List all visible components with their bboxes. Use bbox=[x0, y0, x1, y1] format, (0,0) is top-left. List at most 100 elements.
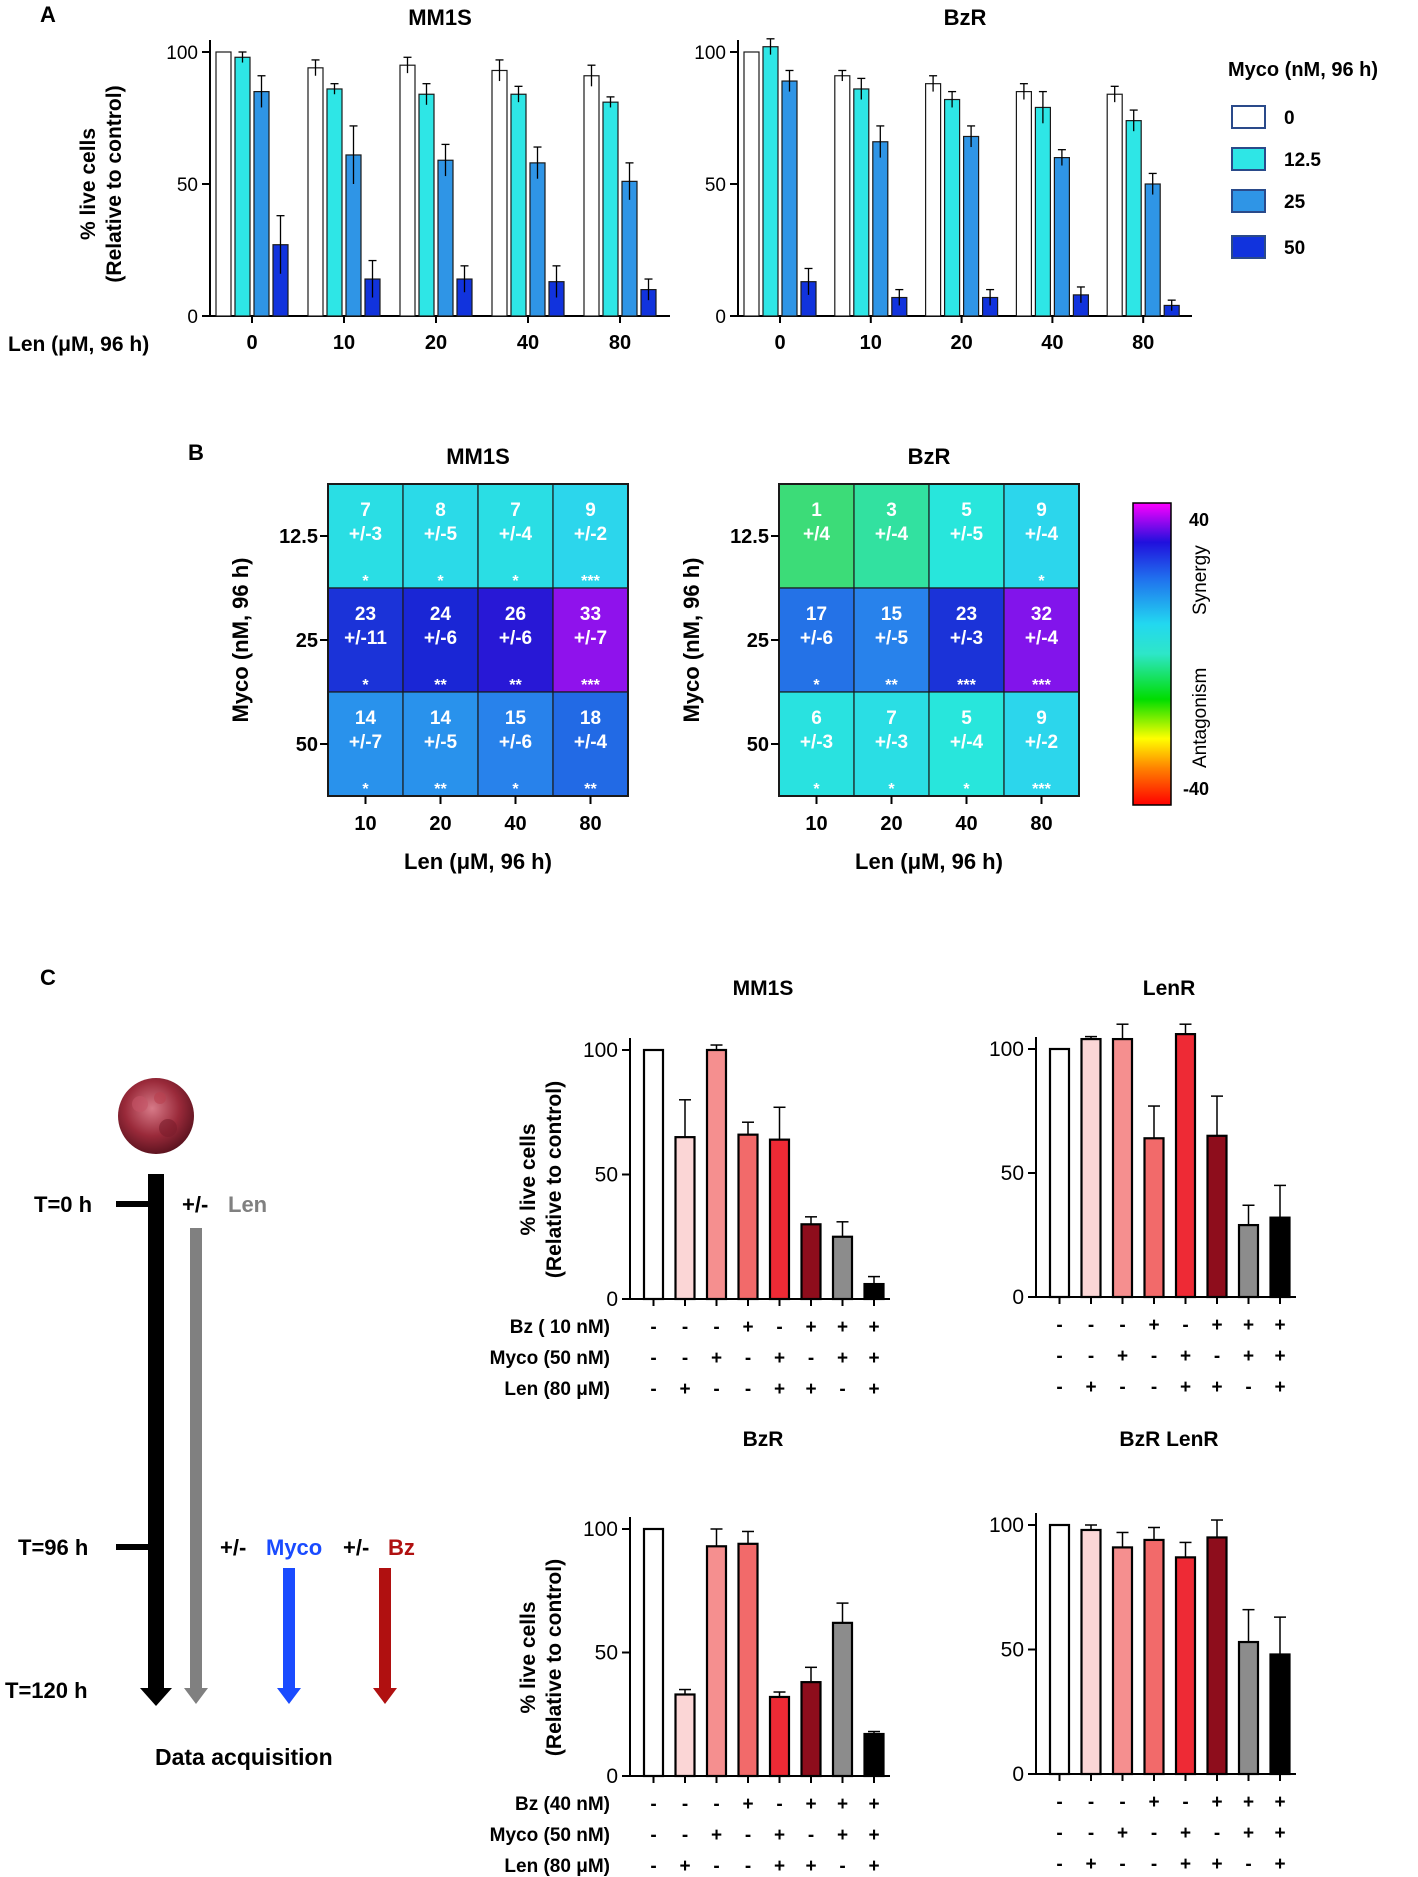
x-tick-label: 40 bbox=[1041, 332, 1063, 354]
treatment-mark: - bbox=[1151, 1377, 1157, 1398]
bar bbox=[831, 1235, 854, 1301]
x-tick-label: 10 bbox=[333, 332, 355, 354]
y-tick-label: 25 bbox=[747, 630, 769, 652]
x-tick-label: 80 bbox=[1030, 813, 1052, 835]
y-tick-label: 50 bbox=[1001, 1162, 1024, 1185]
treatment-mark: - bbox=[839, 1856, 845, 1877]
treatment-mark: + bbox=[1180, 1854, 1191, 1875]
heatmap-cell-sd: +/-5 bbox=[950, 524, 984, 545]
treatment-mark: + bbox=[805, 1317, 816, 1338]
treatment-mark: - bbox=[1151, 1823, 1157, 1844]
treatment-mark: + bbox=[1085, 1377, 1096, 1398]
treatment-mark: - bbox=[1088, 1346, 1094, 1367]
bar bbox=[943, 98, 961, 317]
treatment-mark: + bbox=[679, 1856, 690, 1877]
bar bbox=[602, 101, 619, 317]
x-axis-label: Len (μM, 96 h) bbox=[855, 849, 1003, 874]
treatment-mark: - bbox=[1056, 1346, 1062, 1367]
heatmap-cell-value: 9 bbox=[1036, 500, 1047, 521]
colorbar: 40 -40 Synergy Antagonism bbox=[1132, 502, 1211, 806]
x-tick-label: 40 bbox=[517, 332, 539, 354]
treatment-mark: - bbox=[682, 1794, 688, 1815]
treatment-mark: + bbox=[1148, 1315, 1159, 1336]
y-tick-label: 100 bbox=[694, 43, 726, 64]
treatment-mark: - bbox=[1088, 1792, 1094, 1813]
label-bz-prefix: +/- bbox=[343, 1535, 369, 1560]
heatmap-cell-value: 14 bbox=[430, 708, 452, 729]
heatmap-cell-sd: +/-2 bbox=[574, 524, 607, 545]
heatmap-cell bbox=[928, 483, 1005, 589]
treatment-mark: + bbox=[1117, 1346, 1128, 1367]
x-tick-label: 20 bbox=[429, 813, 451, 835]
heatmap-cell-value: 26 bbox=[505, 604, 526, 625]
heatmap-cell-significance: * bbox=[362, 781, 369, 798]
treatment-mark: - bbox=[1088, 1315, 1094, 1336]
treatment-mark: + bbox=[1243, 1346, 1254, 1367]
y-axis-label-2: (Relative to control) bbox=[103, 85, 126, 282]
heatmap-cell-sd: +/-4 bbox=[950, 732, 984, 753]
bar bbox=[1080, 1037, 1102, 1299]
heatmap-title: BzR bbox=[908, 444, 951, 469]
treatment-mark: + bbox=[868, 1856, 879, 1877]
treatment-mark: + bbox=[868, 1794, 879, 1815]
heatmap-cell-significance: ** bbox=[434, 781, 447, 798]
bar bbox=[1125, 120, 1142, 317]
treatment-mark: - bbox=[1151, 1346, 1157, 1367]
bar bbox=[863, 1732, 885, 1778]
treatment-mark: + bbox=[711, 1348, 722, 1369]
bar bbox=[962, 135, 980, 317]
timeline: T=0 h T=96 h T=120 h +/- Len +/- Myco +/… bbox=[5, 1078, 415, 1770]
treatment-mark: - bbox=[682, 1317, 688, 1338]
colorbar-antagonism-label: Antagonism bbox=[1190, 668, 1211, 768]
heatmap-cell-sd: +/-7 bbox=[574, 628, 607, 649]
treatment-mark: + bbox=[1243, 1315, 1254, 1336]
bar bbox=[491, 69, 508, 317]
treatment-mark: - bbox=[808, 1348, 814, 1369]
label-bz: Bz bbox=[388, 1535, 415, 1560]
x-axis-label: Len (μM, 96 h) bbox=[8, 333, 149, 356]
heatmap-cell-significance: * bbox=[512, 573, 519, 590]
bar bbox=[831, 1621, 854, 1778]
x-tick-label: 40 bbox=[504, 813, 526, 835]
y-axis-label: Myco (nM, 96 h) bbox=[228, 557, 253, 722]
heatmap-cell-significance: ** bbox=[434, 677, 447, 694]
bar bbox=[1053, 157, 1071, 317]
y-axis-label-2: (Relative to control) bbox=[543, 1081, 566, 1278]
treatment-mark: + bbox=[1274, 1792, 1285, 1813]
timeline-main-bar bbox=[148, 1174, 164, 1692]
legend-swatch-0 bbox=[1231, 105, 1266, 129]
heatmap-cell bbox=[1003, 691, 1080, 797]
treatment-mark: + bbox=[774, 1379, 785, 1400]
treatment-mark: - bbox=[776, 1794, 782, 1815]
legend-label-0: 0 bbox=[1284, 108, 1295, 129]
heatmap-cell-sd: +/-3 bbox=[875, 732, 908, 753]
chart-a-bzr: 0 50 100 BzR 0 10 20 40 80 bbox=[694, 5, 1192, 354]
bar bbox=[1269, 1216, 1291, 1299]
heatmap-cell-significance: * bbox=[437, 573, 444, 590]
treatment-label: Bz ( 10 nM) bbox=[510, 1317, 610, 1338]
y-tick-label: 100 bbox=[989, 1038, 1024, 1061]
x-tick-label: 20 bbox=[950, 332, 972, 354]
colorbar-synergy-label: Synergy bbox=[1190, 545, 1211, 615]
chart-c-bzrlenr: 0 50 100 BzR LenR - - - - - + - + - + - - - + + + - + + + - + + + bbox=[989, 1428, 1296, 1875]
legend-a: Myco (nM, 96 h) 0 12.5 25 50 bbox=[1228, 59, 1378, 259]
treatment-mark: - bbox=[745, 1379, 751, 1400]
heatmap-cell-significance: ** bbox=[584, 781, 597, 798]
label-len-prefix: +/- bbox=[182, 1192, 208, 1217]
treatment-mark: + bbox=[1117, 1823, 1128, 1844]
bar bbox=[674, 1693, 696, 1778]
heatmap-cell-significance: * bbox=[362, 573, 369, 590]
treatment-mark: - bbox=[650, 1825, 656, 1846]
y-tick-label: 100 bbox=[989, 1514, 1024, 1537]
treatment-mark: - bbox=[839, 1379, 845, 1400]
treatment-mark: + bbox=[868, 1825, 879, 1846]
heatmap-cell-value: 33 bbox=[580, 604, 601, 625]
y-tick-label: 25 bbox=[296, 630, 318, 652]
heatmap-cell-value: 32 bbox=[1031, 604, 1052, 625]
heatmap-cell-value: 17 bbox=[806, 604, 827, 625]
treatment-mark: - bbox=[713, 1794, 719, 1815]
y-axis-label: % live cells bbox=[517, 1123, 540, 1235]
cell-image bbox=[118, 1078, 194, 1154]
label-t0: T=0 h bbox=[34, 1192, 92, 1217]
heatmap-cell-significance: * bbox=[1038, 573, 1045, 590]
